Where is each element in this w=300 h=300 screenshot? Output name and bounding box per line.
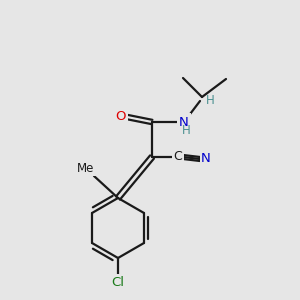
Text: Cl: Cl — [112, 277, 124, 290]
Text: H: H — [206, 94, 214, 107]
Text: N: N — [179, 116, 189, 128]
Text: N: N — [201, 152, 211, 166]
Text: Me: Me — [77, 161, 95, 175]
Text: H: H — [182, 124, 190, 136]
Text: C: C — [174, 151, 182, 164]
Text: O: O — [116, 110, 126, 124]
